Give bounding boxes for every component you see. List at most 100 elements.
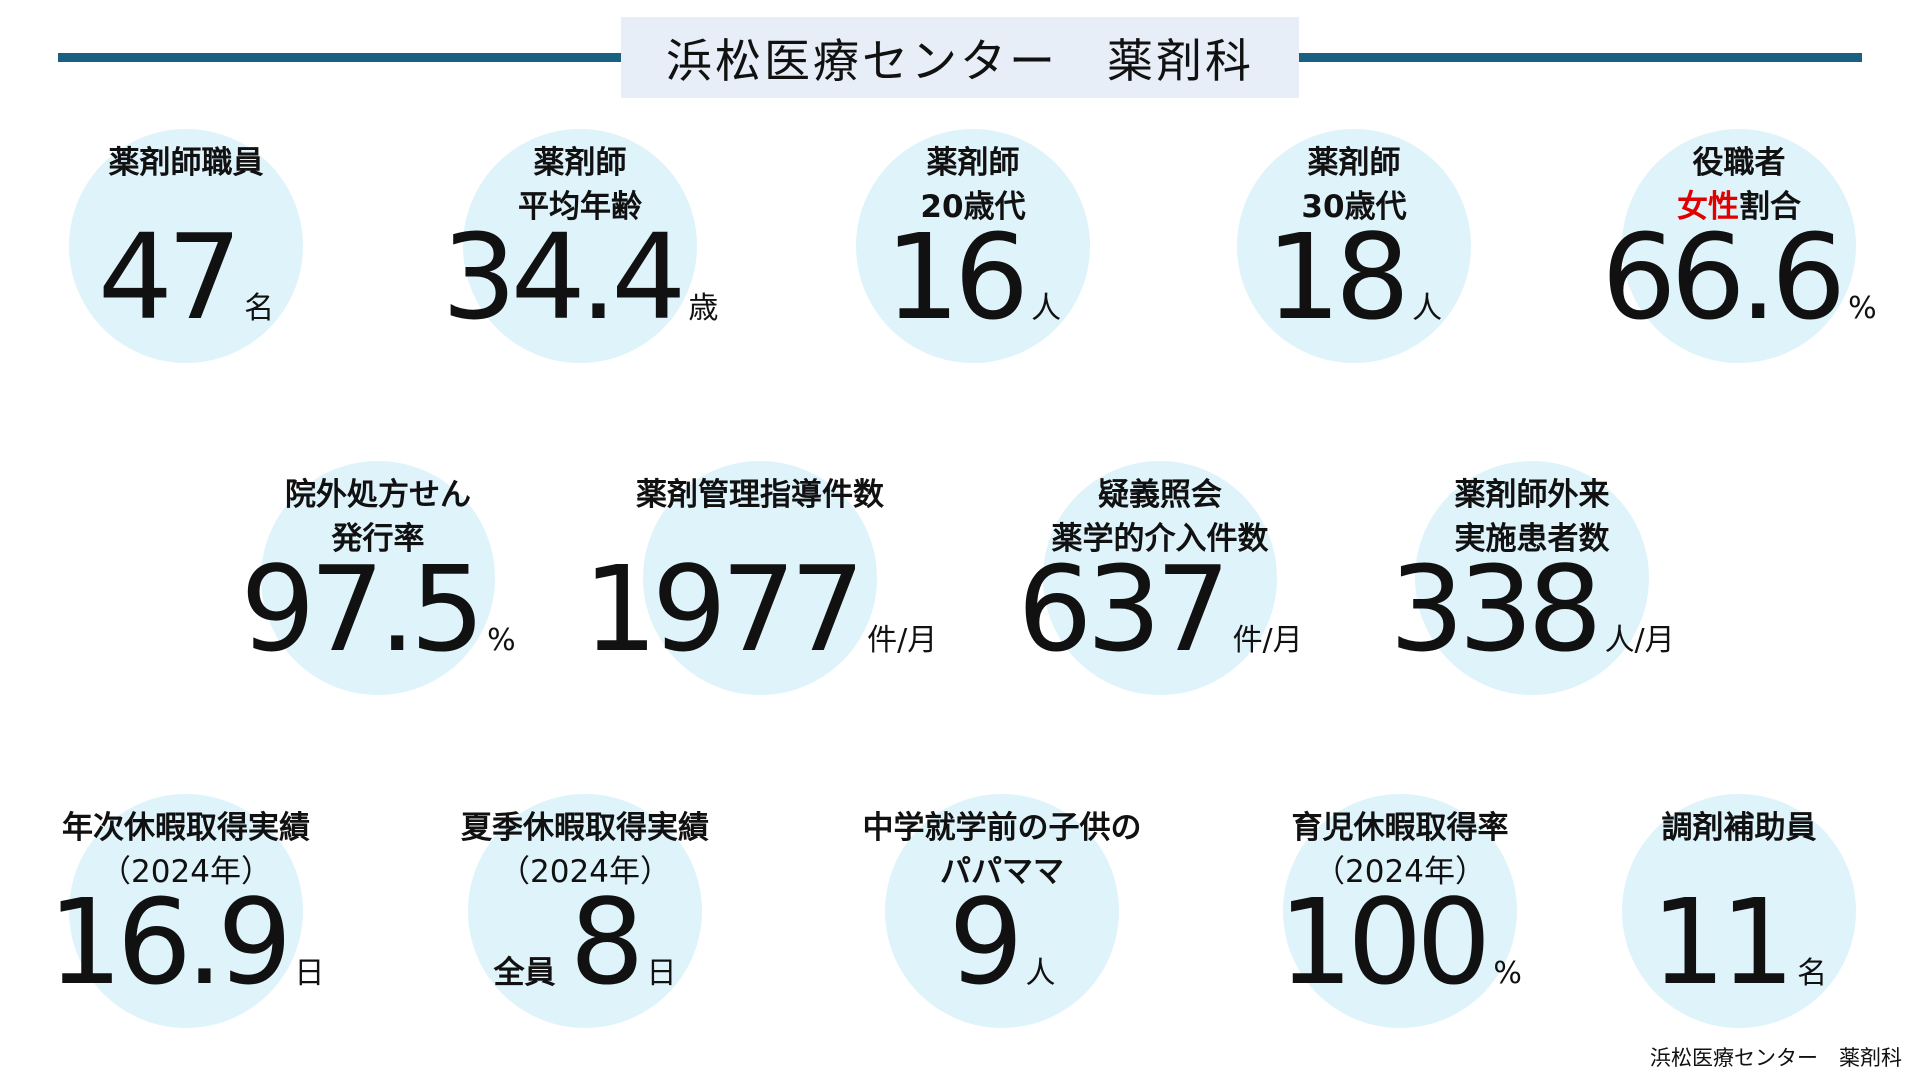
label-text: 調剤補助員 [1661,810,1817,846]
label-text: 30歳代 [1301,189,1407,225]
label-text: 実施患者数 [1454,521,1610,557]
stat-unit: 人 [1031,291,1062,326]
label-text: （2024年） [100,854,272,890]
stat-label-line: 薬剤師外来 [1455,473,1610,517]
stat-value-group: 1977 件/月 [582,540,938,678]
stat-circle [69,129,303,363]
stat-label: 中学就学前の子供の パパママ [863,806,1142,894]
stat-label: 役職者 女性割合 [1677,141,1801,229]
stat-label-line: 薬剤師 [1301,141,1406,185]
stat-value: 16 [884,208,1029,346]
stat-value: 66.6 [1601,208,1846,346]
label-text: 20歳代 [920,189,1026,225]
stat-label-line: 薬剤管理指導件数 [636,473,884,517]
label-text: 疑義照会 [1098,477,1222,513]
stat-label: 院外処方せん 発行率 [285,473,471,561]
label-text: （2024年） [1314,854,1486,890]
stat-label: 疑義照会薬学的介入件数 [1052,473,1269,561]
stat-label-line: 調剤補助員 [1662,806,1817,850]
stat-label-line: 薬学的介入件数 [1052,517,1269,561]
stat-unit: 日 [294,956,325,991]
label-text: 年次休暇取得実績 [62,810,310,846]
stat-label-line: 中学就学前の子供の [863,806,1142,850]
stat-label-line: 平均年齢 [518,185,642,229]
label-text: 育児休暇取得率 [1291,810,1509,846]
stat-label-line: （2024年） [461,850,709,894]
page-title: 浜松医療センター 薬剤科 [666,33,1254,88]
stat-circle [1622,129,1856,363]
stat-value: 8 [569,873,644,1011]
stat-label-line: 薬剤師 [920,141,1025,185]
stat-value-group: 16 人 [884,208,1062,346]
stat-unit: 名 [244,291,275,326]
stat-label-line: 育児休暇取得率 [1292,806,1509,850]
stat-unit: 名 [1797,956,1828,991]
label-text: 薬剤管理指導件数 [636,477,884,513]
stat-value-group: 16.9 日 [48,883,325,1001]
stat-label-line: 疑義照会 [1052,473,1269,517]
stat-label: 薬剤師 20歳代 [920,141,1025,229]
label-text: 夏季休暇取得実績 [461,810,709,846]
stat-label-line: （2024年） [1292,850,1509,894]
stat-value: 637 [1017,540,1230,678]
stat-value: 97.5 [240,540,485,678]
stat-value: 34.4 [441,208,687,346]
stat-value-group: 66.6% [1601,208,1877,346]
label-text: 役職者 [1692,145,1786,181]
stat-circle [468,794,702,1028]
label-text: 中学就学前の子供の [862,810,1142,846]
label-text: 薬剤師 [1307,145,1401,181]
stat-label-line: 院外処方せん [285,473,471,517]
stat-circle [69,794,303,1028]
stat-unit: 件/月 [867,623,938,658]
stat-circle [1415,461,1649,695]
label-text: （2024年） [499,854,671,890]
stat-value: 100 [1278,873,1491,1011]
label-text: 薬剤師職員 [108,145,264,181]
stat-unit: 日 [646,956,677,991]
stat-label-line: パパママ [863,850,1142,894]
stat-circle [856,129,1090,363]
stat-value-group: 11 名 [1650,873,1828,1011]
stat-label-line: 薬剤師 [518,141,642,185]
stat-label: 調剤補助員 [1662,806,1817,850]
stat-label-line: 役職者 [1677,141,1801,185]
stat-label-line: （2024年） [62,850,310,894]
stat-value-group: 637 件/月 [1017,540,1303,678]
stat-label: 育児休暇取得率 （2024年） [1292,806,1509,894]
stat-circle [1622,794,1856,1028]
stat-unit: % [1848,291,1877,326]
stat-prefix: 全員 [493,955,556,991]
stat-value: 1977 [582,540,865,678]
label-text: 薬剤師 [926,145,1020,181]
stat-label: 夏季休暇取得実績 （2024年） [461,806,709,894]
stat-unit: 人 [1412,291,1443,326]
stat-circle [463,129,697,363]
stat-value: 9 [948,873,1023,1011]
stat-unit: % [487,623,516,658]
stat-circle [1237,129,1471,363]
label-text: 院外処方せん [285,477,471,513]
label-text: パパママ [940,854,1064,890]
stat-value-group: 100% [1278,873,1522,1011]
stat-value-group: 18 人 [1266,218,1443,336]
stat-unit: 人/月 [1604,623,1675,658]
stat-value: 11 [1650,873,1795,1011]
stat-circle [261,461,495,695]
stat-label: 薬剤師職員 [109,141,264,185]
label-text: 平均年齢 [518,189,642,225]
stat-label-line: 薬剤師職員 [109,141,264,185]
stat-label-line: 発行率 [285,517,471,561]
stat-label-line: 夏季休暇取得実績 [461,806,709,850]
label-text: 薬剤師外来 [1454,477,1610,513]
label-text: 薬剤師 [533,145,627,181]
stat-unit: % [1493,956,1522,991]
stat-value-group: 34.4 歳 [441,208,719,346]
stat-label: 薬剤師 平均年齢 [518,141,642,229]
stat-unit: 件/月 [1232,623,1303,658]
stat-value: 338 [1389,540,1602,678]
stat-circle [1283,794,1517,1028]
stat-value-group: 97.5% [240,540,516,678]
stat-label: 年次休暇取得実績 （2024年） [62,806,310,894]
